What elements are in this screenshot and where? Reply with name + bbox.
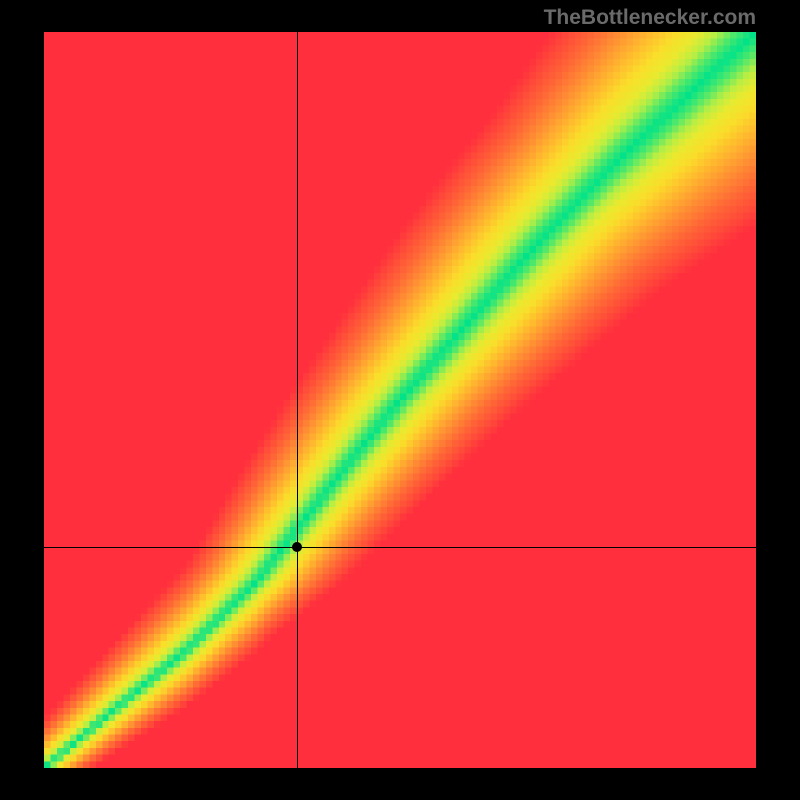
watermark-text: TheBottlenecker.com <box>544 6 756 30</box>
heatmap-canvas <box>44 32 756 768</box>
crosshair-vertical <box>297 32 298 768</box>
heatmap-plot-area <box>44 32 756 768</box>
crosshair-marker-dot <box>292 542 302 552</box>
crosshair-horizontal <box>44 547 756 548</box>
